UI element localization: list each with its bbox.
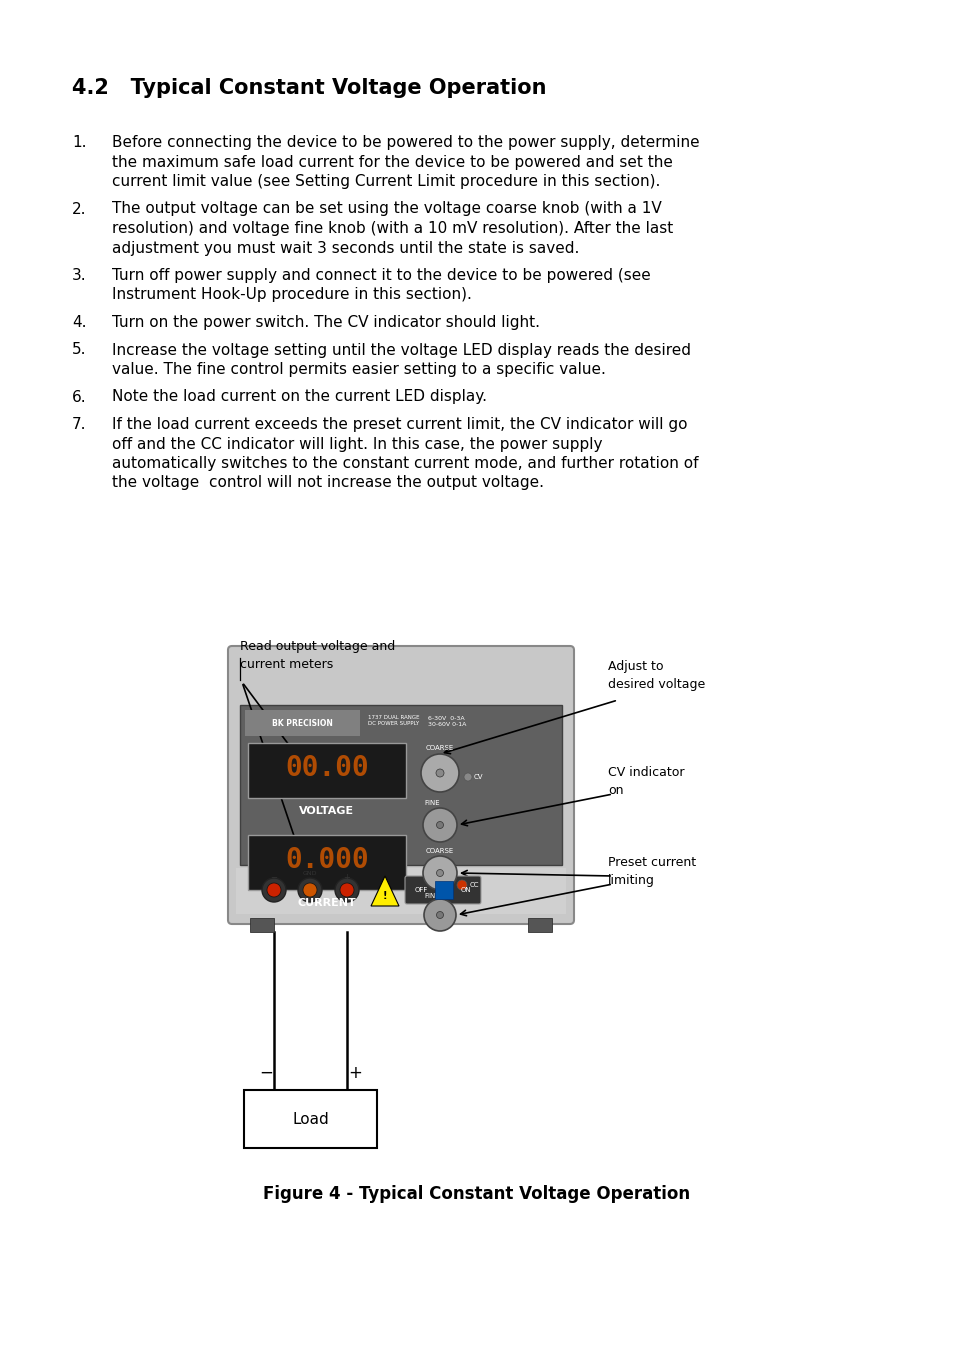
Bar <box>248 743 406 798</box>
Circle shape <box>456 880 467 890</box>
Text: GND: GND <box>302 871 317 876</box>
Circle shape <box>422 808 456 842</box>
Text: adjustment you must wait 3 seconds until the state is saved.: adjustment you must wait 3 seconds until… <box>112 241 578 256</box>
Text: the voltage  control will not increase the output voltage.: the voltage control will not increase th… <box>112 475 543 490</box>
Circle shape <box>262 877 286 902</box>
Text: 1737 DUAL RANGE
DC POWER SUPPLY: 1737 DUAL RANGE DC POWER SUPPLY <box>368 715 419 726</box>
Text: OFF: OFF <box>415 887 428 894</box>
Text: 5.: 5. <box>71 343 87 357</box>
Text: CURRENT: CURRENT <box>297 898 356 909</box>
Text: Read output voltage and: Read output voltage and <box>240 640 395 653</box>
Text: Increase the voltage setting until the voltage LED display reads the desired: Increase the voltage setting until the v… <box>112 343 690 357</box>
Text: !: ! <box>382 891 387 900</box>
Text: 4.: 4. <box>71 315 87 330</box>
Text: 3.: 3. <box>71 268 87 283</box>
Text: 7.: 7. <box>71 417 87 432</box>
Text: VOLTAGE: VOLTAGE <box>299 806 355 816</box>
Circle shape <box>422 856 456 890</box>
Text: 6-30V  0-3A
30-60V 0-1A: 6-30V 0-3A 30-60V 0-1A <box>428 716 466 727</box>
Text: FINE: FINE <box>423 800 439 806</box>
Text: Note the load current on the current LED display.: Note the load current on the current LED… <box>112 390 486 405</box>
Text: CC: CC <box>470 881 479 888</box>
Bar <box>235 868 565 914</box>
Text: 00.00: 00.00 <box>285 754 369 783</box>
Text: FINE: FINE <box>423 894 439 899</box>
Bar <box>245 709 359 737</box>
FancyBboxPatch shape <box>228 646 574 923</box>
Text: If the load current exceeds the preset current limit, the CV indicator will go: If the load current exceeds the preset c… <box>112 417 687 432</box>
Text: The output voltage can be set using the voltage coarse knob (with a 1V: The output voltage can be set using the … <box>112 202 661 217</box>
Text: Load: Load <box>292 1112 329 1127</box>
Text: Figure 4 - Typical Constant Voltage Operation: Figure 4 - Typical Constant Voltage Oper… <box>263 1185 690 1202</box>
Text: the maximum safe load current for the device to be powered and set the: the maximum safe load current for the de… <box>112 154 672 169</box>
Text: 2.: 2. <box>71 202 87 217</box>
Text: Adjust to: Adjust to <box>607 659 662 673</box>
Text: resolution) and voltage fine knob (with a 10 mV resolution). After the last: resolution) and voltage fine knob (with … <box>112 221 673 236</box>
Text: off and the CC indicator will light. In this case, the power supply: off and the CC indicator will light. In … <box>112 436 602 451</box>
Text: CV: CV <box>474 774 483 780</box>
Circle shape <box>297 877 322 902</box>
Bar <box>248 835 406 890</box>
Text: current meters: current meters <box>240 658 333 672</box>
Text: 6.: 6. <box>71 390 87 405</box>
Polygon shape <box>371 876 398 906</box>
Text: COARSE: COARSE <box>425 848 454 854</box>
Text: CV indicator: CV indicator <box>607 766 684 779</box>
Text: Turn off power supply and connect it to the device to be powered (see: Turn off power supply and connect it to … <box>112 268 650 283</box>
Circle shape <box>423 899 456 932</box>
Bar <box>250 918 274 932</box>
Bar <box>435 881 453 899</box>
Text: −: − <box>271 873 277 881</box>
Text: Preset current: Preset current <box>607 856 696 869</box>
Circle shape <box>420 754 458 792</box>
Text: +: + <box>343 873 350 881</box>
Text: 0.000: 0.000 <box>285 846 369 875</box>
Circle shape <box>303 883 316 896</box>
Text: Instrument Hook-Up procedure in this section).: Instrument Hook-Up procedure in this sec… <box>112 287 472 302</box>
Text: Before connecting the device to be powered to the power supply, determine: Before connecting the device to be power… <box>112 135 699 150</box>
Text: current limit value (see Setting Current Limit procedure in this section).: current limit value (see Setting Current… <box>112 175 659 190</box>
Bar <box>527 918 552 932</box>
Text: 4.2   Typical Constant Voltage Operation: 4.2 Typical Constant Voltage Operation <box>71 79 546 97</box>
FancyBboxPatch shape <box>405 876 480 904</box>
Text: Turn on the power switch. The CV indicator should light.: Turn on the power switch. The CV indicat… <box>112 315 539 330</box>
Circle shape <box>436 869 443 876</box>
Text: desired voltage: desired voltage <box>607 678 704 691</box>
Circle shape <box>335 877 358 902</box>
Text: ON: ON <box>460 887 471 894</box>
Text: limiting: limiting <box>607 873 654 887</box>
Circle shape <box>436 769 443 777</box>
Text: on: on <box>607 784 623 798</box>
Circle shape <box>463 773 472 781</box>
Bar <box>240 705 561 865</box>
Circle shape <box>436 911 443 918</box>
Bar <box>244 1090 376 1148</box>
Text: BK PRECISION: BK PRECISION <box>272 719 333 727</box>
Text: COARSE: COARSE <box>425 745 454 751</box>
Circle shape <box>267 883 281 896</box>
Circle shape <box>339 883 354 896</box>
Text: 1.: 1. <box>71 135 87 150</box>
Text: automatically switches to the constant current mode, and further rotation of: automatically switches to the constant c… <box>112 456 698 471</box>
Text: +: + <box>348 1064 361 1082</box>
Circle shape <box>436 822 443 829</box>
Text: −: − <box>259 1064 273 1082</box>
Text: value. The fine control permits easier setting to a specific value.: value. The fine control permits easier s… <box>112 362 605 376</box>
